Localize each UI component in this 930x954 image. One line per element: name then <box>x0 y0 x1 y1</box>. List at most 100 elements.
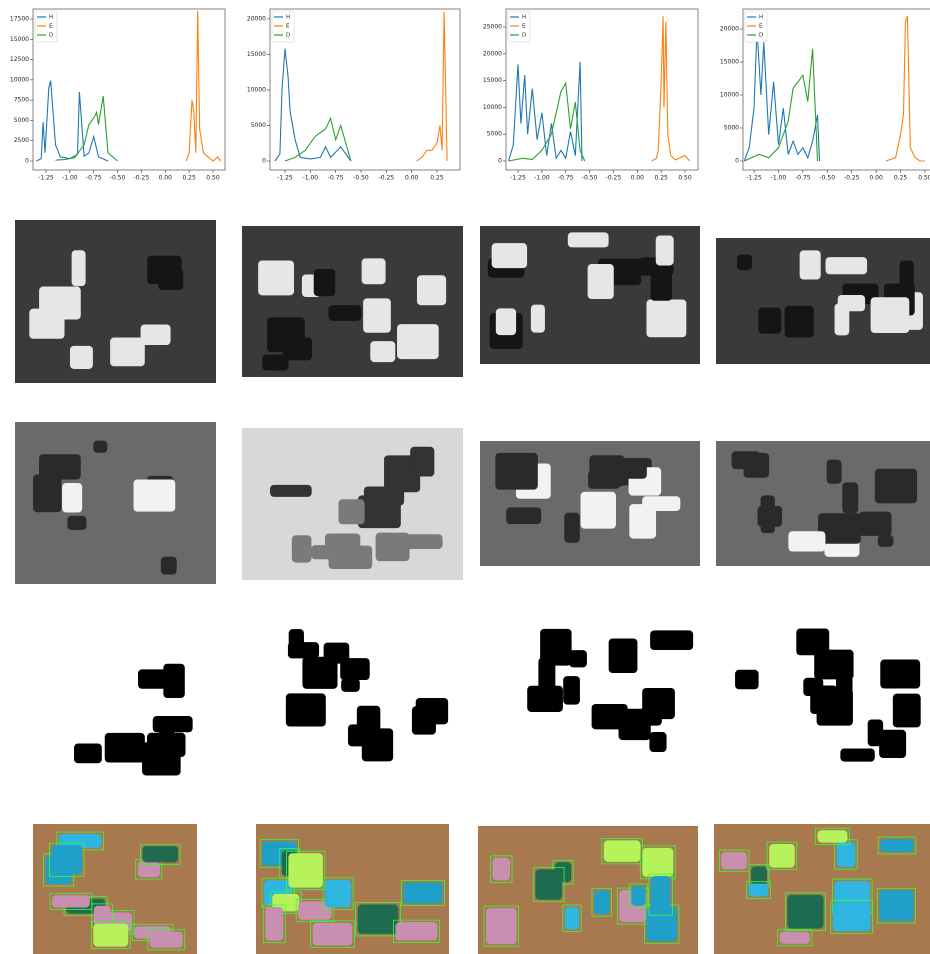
object <box>893 694 921 728</box>
object <box>835 304 850 336</box>
image-panel <box>716 441 930 566</box>
x-tick-label: -0.75 <box>558 175 574 182</box>
x-tick-label: 0.00 <box>405 175 419 182</box>
object <box>417 275 446 305</box>
object <box>70 346 93 369</box>
x-tick-label: -0.75 <box>795 175 811 182</box>
x-tick-label: -1.00 <box>303 175 319 182</box>
object <box>878 535 894 547</box>
y-tick-label: 10000 <box>483 104 502 111</box>
object <box>735 670 759 690</box>
x-tick-label: 0.50 <box>918 175 930 182</box>
object <box>362 258 386 284</box>
object <box>565 907 579 929</box>
y-tick-label: 20000 <box>247 15 266 22</box>
object <box>292 535 312 562</box>
object <box>748 884 768 897</box>
object <box>780 932 810 944</box>
image-panel <box>33 824 197 954</box>
object <box>569 650 587 667</box>
y-tick-label: 17500 <box>10 15 29 22</box>
y-tick-label: 5000 <box>724 124 739 131</box>
object <box>412 706 436 734</box>
x-tick-label: 0.25 <box>430 175 444 182</box>
object <box>761 495 775 533</box>
x-tick-label: 0.00 <box>869 175 883 182</box>
object <box>880 660 920 689</box>
object <box>397 324 439 359</box>
object <box>258 260 294 295</box>
object <box>39 287 81 320</box>
chart: 05000100001500020000-1.25-1.00-0.75-0.50… <box>247 9 460 182</box>
x-tick-label: -0.25 <box>606 175 622 182</box>
object <box>800 250 821 279</box>
object <box>492 243 527 268</box>
object <box>826 257 868 274</box>
y-tick-label: 7500 <box>14 97 29 104</box>
object <box>563 676 580 704</box>
image-panel <box>716 620 930 770</box>
y-tick-label: 15000 <box>720 58 739 65</box>
object <box>646 299 686 337</box>
plot-frame <box>270 9 460 170</box>
image-panel <box>15 220 216 383</box>
object <box>827 460 842 484</box>
x-tick-label: -1.25 <box>277 175 293 182</box>
object <box>880 839 914 852</box>
x-tick-label: -1.25 <box>510 175 526 182</box>
object <box>651 270 672 301</box>
object <box>325 880 351 907</box>
y-tick-label: 20000 <box>483 50 502 57</box>
legend-label: H <box>522 15 526 21</box>
object <box>836 676 853 696</box>
object <box>817 830 847 842</box>
object <box>338 499 364 524</box>
object <box>370 341 395 362</box>
object <box>147 733 185 757</box>
object <box>594 891 610 915</box>
legend: HED <box>272 11 294 42</box>
object <box>138 861 160 877</box>
image-panel <box>480 441 700 566</box>
object <box>656 236 674 266</box>
object <box>875 469 917 504</box>
x-tick-label: -0.25 <box>379 175 395 182</box>
object <box>138 669 173 688</box>
object <box>395 922 437 940</box>
object <box>67 516 86 530</box>
object <box>631 886 645 906</box>
x-tick-label: 0.25 <box>182 175 196 182</box>
object <box>769 844 795 868</box>
image-panel <box>245 620 465 785</box>
object <box>837 842 856 867</box>
object <box>531 305 545 333</box>
object <box>358 905 399 934</box>
x-tick-label: -1.00 <box>771 175 787 182</box>
object <box>496 308 516 335</box>
object <box>314 269 336 296</box>
legend-label: H <box>286 15 290 21</box>
object <box>642 848 673 877</box>
object <box>341 678 360 691</box>
object <box>134 479 176 511</box>
legend-label: D <box>49 33 53 39</box>
x-tick-label: -0.75 <box>86 175 102 182</box>
object <box>288 642 319 658</box>
object <box>262 355 288 371</box>
y-tick-label: 5000 <box>14 117 29 124</box>
figure: 025005000750010000125001500017500-1.25-1… <box>0 0 930 954</box>
image-panel <box>242 428 463 580</box>
object <box>105 733 145 763</box>
y-tick-label: 5000 <box>487 131 502 138</box>
legend-label: E <box>49 24 53 30</box>
legend-label: H <box>759 15 763 21</box>
object <box>94 906 111 925</box>
object <box>328 305 361 321</box>
y-tick-label: 12500 <box>10 56 29 63</box>
image-panel <box>30 620 220 785</box>
x-tick-label: 0.00 <box>159 175 173 182</box>
object <box>410 447 434 477</box>
object <box>840 748 874 761</box>
x-tick-label: -1.25 <box>746 175 762 182</box>
legend-label: E <box>286 24 290 30</box>
